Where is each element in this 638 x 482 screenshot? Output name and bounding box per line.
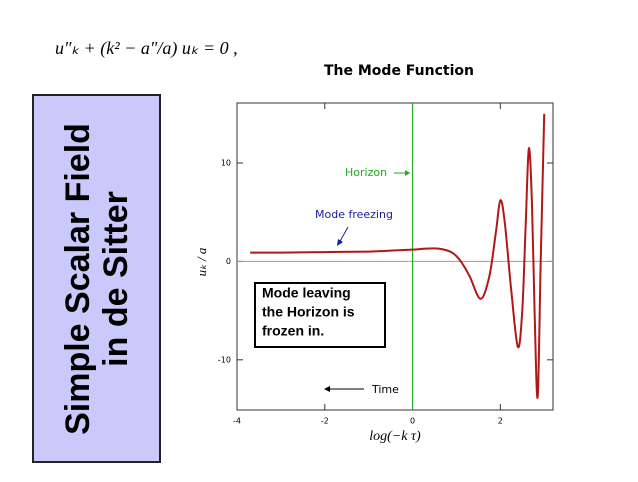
plot: -4 -2 0 2 -10 0 10 — [218, 103, 553, 426]
x-tick-label: -2 — [321, 417, 329, 426]
annotation: Horizon — [345, 166, 387, 179]
y-tick-label: 10 — [221, 159, 231, 168]
arrow-head — [324, 386, 330, 392]
x-tick-label: 2 — [498, 417, 503, 426]
note-line: Mode leaving — [262, 285, 351, 301]
note-line: frozen in. — [262, 323, 324, 339]
x-axis-label: log(−k τ) — [369, 429, 421, 444]
annotation: Mode freezing — [315, 208, 393, 221]
note-line: the Horizon is — [262, 304, 355, 320]
note-box — [254, 282, 386, 348]
equation: u″ₖ + (k² − a″/a) uₖ = 0 , — [55, 38, 238, 59]
x-tick-label: 0 — [410, 417, 415, 426]
side-title-line: Simple Scalar Field — [59, 123, 97, 435]
plot-frame — [236, 102, 554, 411]
y-tick-label: 0 — [226, 257, 231, 266]
side-title: Simple Scalar Field in de Sitter — [59, 123, 135, 435]
y-axis-label: uₖ / a — [194, 247, 209, 276]
arrow-head — [405, 170, 410, 176]
arrow-head — [337, 239, 343, 246]
side-box — [32, 94, 161, 463]
arrow — [338, 226, 349, 244]
chart-title: The Mode Function — [324, 63, 474, 79]
y-tick-label: -10 — [218, 355, 231, 364]
annotation: Time — [371, 383, 399, 396]
x-tick-label: -4 — [233, 417, 241, 426]
side-title-line: in de Sitter — [97, 191, 135, 367]
mode-curve — [250, 113, 546, 399]
